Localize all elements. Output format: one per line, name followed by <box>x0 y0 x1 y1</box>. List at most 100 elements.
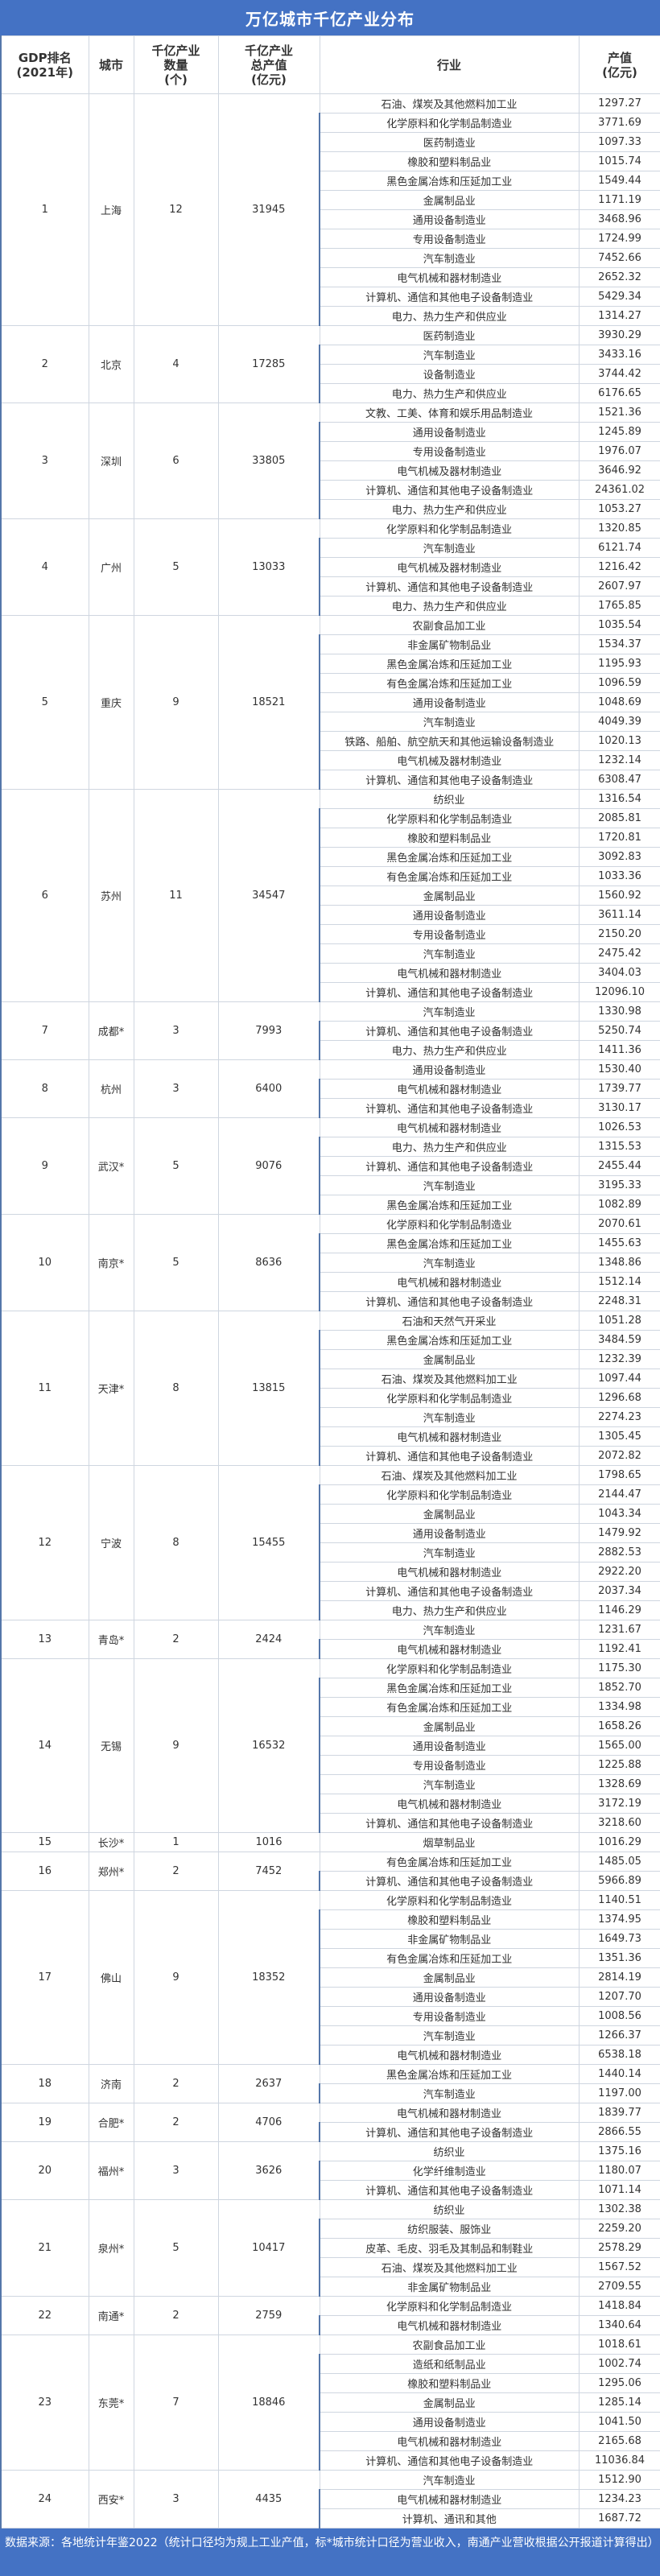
gdp-rank-cell: 9 <box>0 1117 89 1215</box>
industry-cell: 电气机械和器材制造业 <box>319 2103 580 2123</box>
total-output-cell: 6400 <box>217 1059 320 1118</box>
industry-cell: 石油、煤炭及其他燃料加工业 <box>319 1368 580 1389</box>
industry-cell: 烟草制品业 <box>319 1832 580 1852</box>
output-cell: 1316.54 <box>578 789 660 809</box>
output-cell: 2150.20 <box>578 924 660 944</box>
table-row: 计算机、通讯和其他 1687.72 <box>1 2508 660 2529</box>
table-row: 5 重庆 9 18521 农副食品加工业 1035.54 <box>0 615 660 790</box>
output-cell: 5250.74 <box>578 1021 660 1041</box>
output-cell: 2070.61 <box>578 1214 660 1234</box>
industry-count-cell: 3 <box>133 1059 219 1118</box>
city-cell: 南通* <box>88 2296 134 2335</box>
table-row: 橡胶和塑料制品业 1374.95 <box>1 1909 660 1930</box>
output-cell: 1315.53 <box>578 1137 660 1157</box>
table-row: 橡胶和塑料制品业 1720.81 <box>1 828 660 848</box>
table-row: 黑色金属冶炼和压延加工业 3484.59 <box>1 1330 660 1350</box>
output-cell: 1512.90 <box>578 2470 660 2490</box>
industry-cell: 专用设备制造业 <box>319 229 580 249</box>
industry-cell: 汽车制造业 <box>319 712 580 732</box>
table-row: 橡胶和塑料制品业 1015.74 <box>1 151 660 171</box>
table-row: 通用设备制造业 3468.96 <box>1 209 660 229</box>
table-row: 非金属矿物制品业 2709.55 <box>1 2277 660 2297</box>
industry-count-cell: 3 <box>133 1001 219 1060</box>
gdp-rank-cell: 11 <box>0 1311 89 1466</box>
output-cell: 7452.66 <box>578 248 660 268</box>
industry-count-cell: 1 <box>133 1832 219 1852</box>
total-output-cell: 4435 <box>217 2470 320 2529</box>
output-cell: 1008.56 <box>578 2006 660 2026</box>
industry-cell: 计算机、通信和其他电子设备制造业 <box>319 982 580 1002</box>
industry-cell: 石油、煤炭及其他燃料加工业 <box>319 1465 580 1485</box>
gdp-rank-cell: 5 <box>0 615 89 790</box>
output-cell: 1724.99 <box>578 229 660 249</box>
header-gdp-rank: GDP排名 (2021年) <box>0 35 89 94</box>
city-cell: 佛山 <box>88 1890 134 2065</box>
output-cell: 1418.84 <box>578 2296 660 2316</box>
output-cell: 1296.68 <box>578 1388 660 1408</box>
industry-cell: 石油、煤炭及其他燃料加工业 <box>319 93 580 114</box>
industry-cell: 化学原料和化学制品制造业 <box>319 2296 580 2316</box>
industry-cell: 黑色金属冶炼和压延加工业 <box>319 1233 580 1253</box>
industry-cell: 专用设备制造业 <box>319 1755 580 1775</box>
industry-cell: 非金属矿物制品业 <box>319 634 580 654</box>
output-cell: 1305.45 <box>578 1426 660 1447</box>
table-row: 20 福州* 3 3626 纺织业 1375.16 <box>0 2141 660 2200</box>
industry-cell: 化学原料和化学制品制造业 <box>319 808 580 828</box>
gdp-rank-cell: 7 <box>0 1001 89 1060</box>
output-cell: 1534.37 <box>578 634 660 654</box>
total-output-cell: 34547 <box>217 789 320 1002</box>
table-row: 黑色金属冶炼和压延加工业 3092.83 <box>1 847 660 867</box>
table-row: 化学原料和化学制品制造业 2085.81 <box>1 808 660 828</box>
industry-cell: 计算机、通信和其他电子设备制造业 <box>319 2122 580 2142</box>
industry-cell: 电气机械和器材制造业 <box>319 1272 580 1292</box>
total-output-cell: 7993 <box>217 1001 320 1060</box>
industry-cell: 计算机、通信和其他电子设备制造业 <box>319 480 580 500</box>
output-cell: 1976.07 <box>578 441 660 461</box>
table-row: 纺织服装、服饰业 2259.20 <box>1 2219 660 2239</box>
total-output-cell: 15455 <box>217 1465 320 1620</box>
header-row: GDP排名 (2021年) 城市 千亿产业 数量 (个) 千亿产业 总产值 (亿元) 行业… <box>0 35 660 94</box>
table-row: 12 宁波 8 15455 石油、煤炭及其他燃料加工业 1798.65 <box>0 1465 660 1620</box>
header-industry-count: 千亿产业 数量 (个) <box>133 35 219 94</box>
industry-cell: 汽车制造业 <box>319 1175 580 1195</box>
table-row: 计算机、通信和其他电子设备制造业 2455.44 <box>1 1156 660 1176</box>
output-cell: 1720.81 <box>578 828 660 848</box>
output-cell: 1207.70 <box>578 1987 660 2007</box>
output-cell: 1479.92 <box>578 1523 660 1543</box>
city-cell: 郑州* <box>88 1852 134 1891</box>
table-row: 计算机、通信和其他电子设备制造业 2072.82 <box>1 1446 660 1466</box>
industry-cell: 纺织服装、服饰业 <box>319 2219 580 2239</box>
output-cell: 1033.36 <box>578 866 660 886</box>
industry-cell: 非金属矿物制品业 <box>319 1929 580 1949</box>
output-cell: 1020.13 <box>578 731 660 751</box>
output-cell: 2037.34 <box>578 1581 660 1601</box>
output-cell: 6308.47 <box>578 770 660 790</box>
industry-count-cell: 9 <box>133 1890 219 2065</box>
industry-cell: 计算机、通信和其他电子设备制造业 <box>319 287 580 307</box>
table-row: 计算机、通信和其他电子设备制造业 2866.55 <box>1 2122 660 2142</box>
industry-cell: 计算机、通信和其他电子设备制造业 <box>319 2180 580 2200</box>
industry-cell: 电力、热力生产和供应业 <box>319 1040 580 1060</box>
gdp-rank-cell: 21 <box>0 2199 89 2297</box>
total-output-cell: 3626 <box>217 2141 320 2200</box>
industry-cell: 橡胶和塑料制品业 <box>319 2373 580 2393</box>
industry-cell: 专用设备制造业 <box>319 2006 580 2026</box>
industry-cell: 皮革、毛皮、羽毛及其制品和制鞋业 <box>319 2238 580 2258</box>
table-row: 计算机、通信和其他电子设备制造业 6308.47 <box>1 770 660 790</box>
industry-count-cell: 8 <box>133 1311 219 1466</box>
industry-cell: 橡胶和塑料制品业 <box>319 828 580 848</box>
table-row: 金属制品业 2814.19 <box>1 1967 660 1988</box>
industry-cell: 汽车制造业 <box>319 2025 580 2046</box>
output-cell: 1455.63 <box>578 1233 660 1253</box>
industry-cell: 电气机械和器材制造业 <box>319 2315 580 2335</box>
industry-cell: 电气机械和器材制造业 <box>319 1426 580 1447</box>
gdp-rank-cell: 18 <box>0 2064 89 2103</box>
gdp-rank-cell: 8 <box>0 1059 89 1118</box>
industry-cell: 化学纤维制造业 <box>319 2161 580 2181</box>
output-cell: 1314.27 <box>578 306 660 326</box>
output-cell: 1521.36 <box>578 402 660 423</box>
industry-cell: 非金属矿物制品业 <box>319 2277 580 2297</box>
industry-cell: 农副食品加工业 <box>319 615 580 635</box>
output-cell: 12096.10 <box>578 982 660 1002</box>
industry-cell: 金属制品业 <box>319 1504 580 1524</box>
